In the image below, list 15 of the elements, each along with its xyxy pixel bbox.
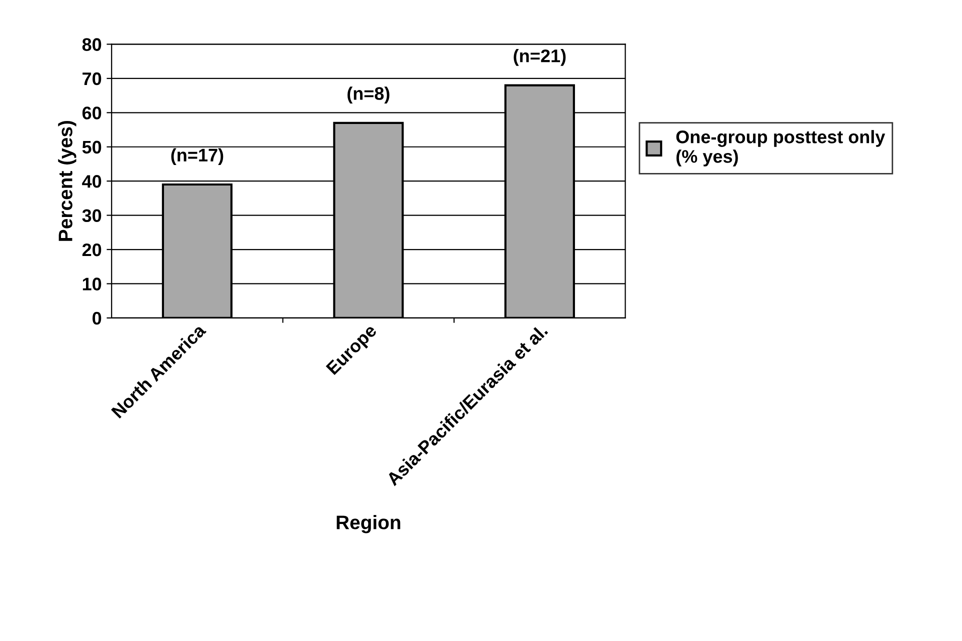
annotation: (n=17) — [171, 148, 224, 166]
y-tick-label: 40 — [82, 175, 102, 188]
y-tick-label: 30 — [82, 209, 102, 222]
y-tick-label: 70 — [82, 72, 102, 86]
annotation: (n=21) — [514, 49, 566, 66]
y-tick-label: 10 — [82, 278, 102, 290]
annotation: (n=8) — [348, 86, 390, 104]
legend-label: One-group posttest only (% yes) — [676, 130, 886, 166]
y-tick-label: 0 — [92, 312, 102, 325]
y-axis-title: Percent (yes) — [58, 120, 76, 241]
y-tick-label: 20 — [82, 243, 102, 256]
x-axis-title: Region — [336, 515, 400, 534]
y-tick-label: 50 — [82, 140, 102, 154]
y-tick-label: 60 — [82, 106, 102, 120]
y-tick-label: 80 — [82, 38, 102, 51]
